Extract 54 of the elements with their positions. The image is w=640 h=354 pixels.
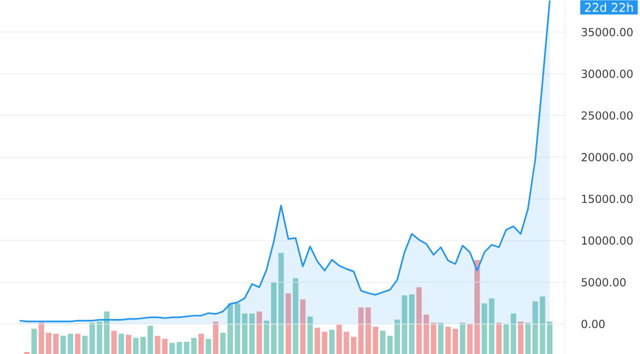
bar — [256, 312, 262, 354]
bar — [234, 303, 240, 354]
bar — [74, 334, 80, 354]
y-tick-label: 10000.00 — [582, 236, 633, 245]
bar — [38, 322, 44, 354]
bar — [482, 303, 488, 354]
bar — [104, 312, 110, 354]
bar — [394, 320, 400, 354]
bar — [314, 328, 320, 354]
text: 22d 22h — [585, 2, 633, 12]
bar — [133, 338, 139, 354]
bar — [220, 332, 226, 354]
bar — [380, 330, 386, 354]
bar — [547, 322, 552, 354]
bar — [540, 296, 546, 354]
bar — [532, 301, 538, 354]
bar — [518, 322, 524, 354]
bar — [329, 330, 335, 354]
bar — [525, 322, 531, 354]
bar — [286, 293, 292, 354]
bar — [242, 314, 248, 354]
bar — [111, 330, 117, 354]
bar — [126, 334, 132, 354]
y-tick-label: 0.00 — [582, 320, 605, 328]
y-tick-label: 25000.00 — [582, 111, 633, 120]
bar — [307, 316, 313, 354]
bar — [387, 336, 393, 354]
bar — [322, 332, 328, 354]
bar — [292, 278, 298, 354]
bar — [460, 322, 466, 354]
bar — [82, 336, 88, 354]
bar — [467, 324, 473, 354]
bar — [206, 338, 212, 354]
bar — [496, 322, 502, 354]
bar — [227, 303, 233, 354]
bar — [474, 260, 480, 354]
bar — [488, 298, 494, 354]
bar — [249, 314, 255, 354]
bar — [278, 252, 284, 354]
bar — [438, 322, 444, 354]
bar — [300, 299, 306, 354]
y-tick-label: 15000.00 — [582, 194, 633, 204]
y-tick-label: 5000.00 — [582, 278, 626, 286]
bar — [118, 334, 124, 354]
bar — [212, 322, 218, 354]
bar — [198, 334, 204, 354]
bar — [90, 322, 95, 354]
bar — [31, 328, 37, 354]
y-tick-label: 20000.00 — [582, 153, 633, 162]
bar — [402, 295, 408, 354]
bar — [430, 322, 436, 354]
bar — [409, 294, 414, 354]
y-tick-label: 35000.00 — [582, 28, 633, 36]
y-tick-label: 30000.00 — [582, 70, 633, 78]
